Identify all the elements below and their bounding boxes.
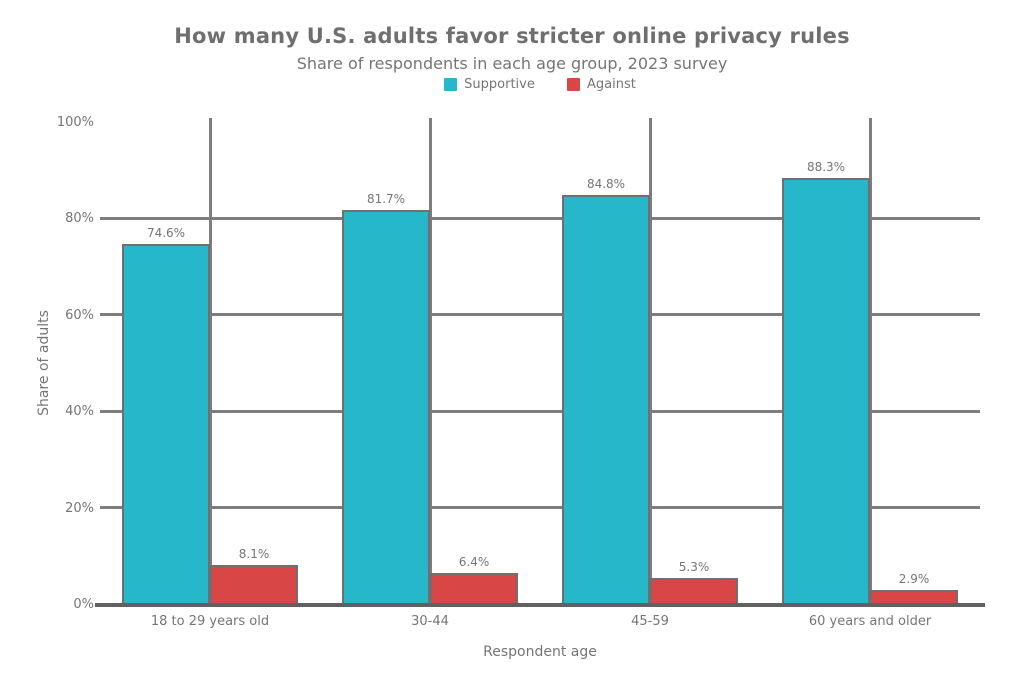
chart-subtitle: Share of respondents in each age group, … xyxy=(296,54,728,73)
x-axis-line xyxy=(95,603,985,607)
bar-against xyxy=(430,573,518,604)
x-axis-title: Respondent age xyxy=(483,644,597,660)
bar-value-label: 88.3% xyxy=(806,159,846,174)
x-category-label: 18 to 29 years old xyxy=(150,614,270,629)
legend-swatch-teal-icon xyxy=(444,78,458,91)
bar-against xyxy=(650,578,738,604)
bar-supportive xyxy=(782,177,870,604)
y-tick-label: 100% xyxy=(56,114,94,130)
v-gridline xyxy=(428,118,432,604)
bar-value-label: 2.9% xyxy=(898,572,930,586)
y-tick-label: 60% xyxy=(65,307,94,323)
y-tick-label: 80% xyxy=(65,211,94,226)
y-tick-label: 20% xyxy=(65,500,94,516)
h-gridline xyxy=(100,409,980,413)
legend-item-supportive[interactable]: Supportive xyxy=(444,77,535,92)
legend: Supportive Against xyxy=(0,77,1024,95)
bar-value-label: 84.8% xyxy=(586,176,626,191)
legend-label-supportive: Supportive xyxy=(464,77,535,92)
chart-title: How many U.S. adults favor stricter onli… xyxy=(174,24,850,48)
v-gridline xyxy=(648,118,652,604)
y-tick-label: 0% xyxy=(73,597,94,612)
h-gridline xyxy=(100,313,980,316)
bar-against xyxy=(210,564,298,604)
x-category-label: 30-44 xyxy=(411,614,449,629)
y-axis-title: Share of adults xyxy=(36,310,52,416)
y-tick-label: 40% xyxy=(65,404,94,419)
bar-supportive xyxy=(342,209,430,604)
bar-value-label: 8.1% xyxy=(238,546,270,561)
bar-against xyxy=(870,590,958,604)
bar-value-label: 6.4% xyxy=(458,555,490,570)
x-category-label: 45-59 xyxy=(631,614,669,629)
v-gridline xyxy=(868,118,872,604)
legend-item-against[interactable]: Against xyxy=(567,77,636,92)
bar-value-label: 81.7% xyxy=(366,191,406,206)
bar-supportive xyxy=(562,194,650,604)
v-gridline xyxy=(208,118,212,604)
x-category-label: 60 years and older xyxy=(808,614,932,629)
bar-value-label: 5.3% xyxy=(678,560,710,575)
legend-label-against: Against xyxy=(587,77,636,92)
h-gridline xyxy=(100,506,980,509)
bar-supportive xyxy=(122,244,210,604)
bar-value-label: 74.6% xyxy=(146,226,186,241)
legend-swatch-red-icon xyxy=(567,78,580,91)
h-gridline xyxy=(100,216,980,220)
